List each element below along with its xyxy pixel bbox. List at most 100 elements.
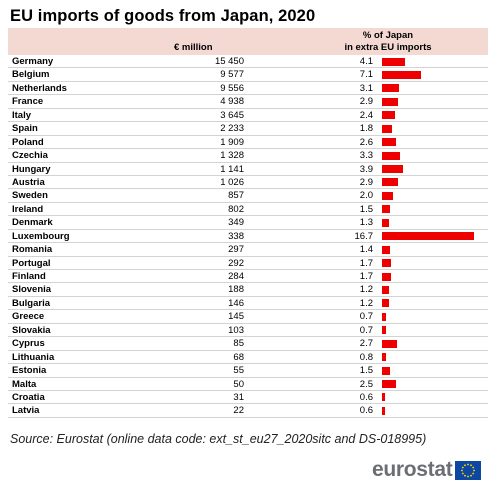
country-label: Finland — [12, 271, 46, 282]
logo-text: eurostat — [372, 458, 453, 481]
million-value: 22 — [233, 405, 244, 417]
table-row: Denmark 349 1.3 — [8, 216, 488, 230]
pct-bar — [382, 151, 401, 160]
pct-bar — [382, 191, 394, 200]
table-row: Slovenia 188 1.2 — [8, 283, 488, 297]
eu-flag-icon — [455, 460, 482, 480]
country-label: Slovakia — [12, 324, 51, 336]
million-value: 85 — [233, 338, 244, 350]
column-header-pct-line2: in extra EU imports — [344, 42, 432, 53]
million-value: 3 645 — [220, 109, 244, 121]
table-row: Netherlands 9 556 3.1 — [8, 82, 488, 96]
country-label: Estonia — [12, 365, 47, 377]
table-row: Romania 297 1.4 — [8, 243, 488, 257]
country-label: Poland — [12, 136, 44, 148]
table-row: Lithuania 68 0.8 — [8, 351, 488, 365]
table-row: Belgium 9 577 7.1 — [8, 68, 488, 82]
pct-value: 3.1 — [359, 82, 373, 94]
pct-value: 3.9 — [359, 163, 373, 175]
pct-value: 1.8 — [359, 123, 373, 135]
million-value: 1 141 — [220, 163, 244, 175]
flag-star — [472, 472, 475, 474]
pct-value: 3.3 — [359, 150, 373, 162]
pct-value: 2.4 — [359, 109, 373, 121]
pct-bar — [382, 393, 386, 402]
country-label: Bulgaria — [12, 297, 51, 309]
pct-value: 4.1 — [359, 56, 373, 67]
table-row: Hungary 1 141 3.9 — [8, 163, 488, 176]
table-row: Cyprus 85 2.7 — [8, 337, 488, 351]
pct-value: 1.3 — [359, 217, 373, 229]
pct-bar — [382, 245, 390, 254]
flag-star — [470, 463, 473, 466]
million-value: 55 — [233, 365, 244, 377]
pct-bar — [382, 312, 386, 321]
pct-bar — [382, 218, 390, 227]
country-label: Slovenia — [12, 284, 52, 296]
million-value: 284 — [228, 271, 244, 282]
table-row: Germany 15 450 4.1 — [8, 55, 488, 69]
pct-bar — [382, 84, 400, 93]
pct-value: 1.2 — [359, 284, 373, 296]
million-value: 9 577 — [220, 69, 244, 81]
pct-bar — [382, 70, 422, 79]
country-label: Germany — [12, 56, 54, 67]
pct-value: 0.6 — [359, 405, 373, 417]
million-value: 50 — [233, 378, 244, 390]
pct-value: 0.7 — [359, 311, 373, 323]
million-value: 9 556 — [220, 82, 244, 94]
pct-value: 1.5 — [359, 365, 373, 377]
pct-bar — [382, 272, 392, 281]
pct-bar — [382, 111, 396, 120]
table-row: Portugal 292 1.7 — [8, 257, 488, 270]
country-label: Cyprus — [12, 338, 45, 350]
million-value: 1 026 — [220, 176, 244, 188]
country-label: Ireland — [12, 203, 44, 215]
table-row: Spain 2 233 1.8 — [8, 122, 488, 136]
table-row: France 4 938 2.9 — [8, 95, 488, 109]
table-row: Finland 284 1.7 — [8, 270, 488, 284]
table-row: Slovakia 103 0.7 — [8, 324, 488, 338]
pct-bar — [382, 326, 386, 335]
country-label: Croatia — [12, 391, 45, 403]
pct-value: 2.9 — [359, 176, 373, 188]
table-row: Luxembourg 338 16.7 — [8, 230, 488, 244]
table-row: Latvia 22 0.6 — [8, 404, 488, 418]
pct-bar — [382, 406, 386, 415]
million-value: 146 — [228, 297, 244, 309]
country-label: Hungary — [12, 163, 51, 175]
million-value: 15 450 — [214, 56, 244, 67]
pct-value: 16.7 — [354, 230, 374, 242]
pct-bar — [382, 299, 389, 308]
pct-bar — [382, 380, 396, 388]
eurostat-logo: eurostat — [372, 458, 482, 481]
flag-star — [473, 469, 476, 471]
source-note: Source: Eurostat (online data code: ext_… — [10, 432, 427, 446]
table-row: Greece 145 0.7 — [8, 310, 488, 324]
country-label: Austria — [12, 176, 45, 188]
table-row: Sweden 857 2.0 — [8, 189, 488, 203]
flag-star — [464, 474, 467, 477]
chart-title: EU imports of goods from Japan, 2020 — [10, 7, 316, 25]
pct-bar — [382, 178, 398, 187]
million-value: 1 328 — [220, 150, 244, 162]
table-row: Estonia 55 1.5 — [8, 364, 488, 378]
pct-bar — [382, 97, 398, 106]
table-row: Malta 50 2.5 — [8, 378, 488, 391]
country-label: Greece — [12, 311, 45, 323]
pct-value: 1.4 — [359, 244, 373, 256]
flag-star — [464, 463, 467, 466]
million-value: 802 — [228, 203, 244, 215]
table-row: Poland 1 909 2.6 — [8, 136, 488, 150]
pct-value: 0.7 — [359, 324, 373, 336]
pct-value: 0.6 — [359, 391, 373, 403]
country-label: Sweden — [12, 190, 48, 202]
flag-star — [470, 474, 473, 477]
million-value: 2 233 — [220, 123, 244, 135]
country-label: Belgium — [12, 69, 50, 81]
country-label: Romania — [12, 244, 53, 256]
pct-value: 2.6 — [359, 136, 373, 148]
table-row: Croatia 31 0.6 — [8, 391, 488, 405]
flag-star — [467, 463, 470, 465]
pct-value: 1.2 — [359, 297, 373, 309]
